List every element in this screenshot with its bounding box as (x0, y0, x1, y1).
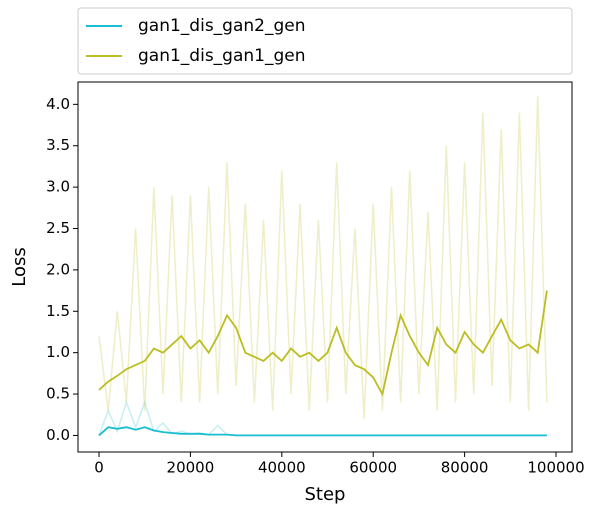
x-tick-label: 20000 (167, 459, 215, 477)
y-tick-label: 1.0 (46, 343, 70, 361)
legend-box (77, 7, 573, 75)
x-tick-label: 100000 (527, 459, 584, 477)
y-tick-label: 3.5 (46, 136, 70, 154)
x-tick-label: 80000 (441, 459, 489, 477)
series-line (98, 426, 547, 437)
y-tick-label: 1.5 (46, 302, 70, 320)
plot-frame (77, 81, 573, 453)
x-tick-label: 0 (94, 459, 104, 477)
x-tick-label: 60000 (349, 459, 397, 477)
legend-label: gan1_dis_gan1_gen (138, 46, 306, 66)
y-axis-label: Loss (9, 247, 30, 286)
x-tick-label: 40000 (258, 459, 306, 477)
y-tick-label: 3.0 (46, 178, 70, 196)
legend-label: gan1_dis_gan2_gen (138, 16, 306, 36)
y-tick-label: 0.5 (46, 385, 70, 403)
y-tick-label: 2.0 (46, 260, 70, 278)
raw-line (98, 96, 548, 419)
x-axis-label: Step (305, 484, 346, 505)
y-tick-label: 2.5 (46, 219, 70, 237)
y-tick-label: 0.0 (46, 426, 70, 444)
raw-line (98, 399, 547, 437)
series-line (98, 290, 548, 397)
y-tick-label: 4.0 (46, 95, 70, 113)
